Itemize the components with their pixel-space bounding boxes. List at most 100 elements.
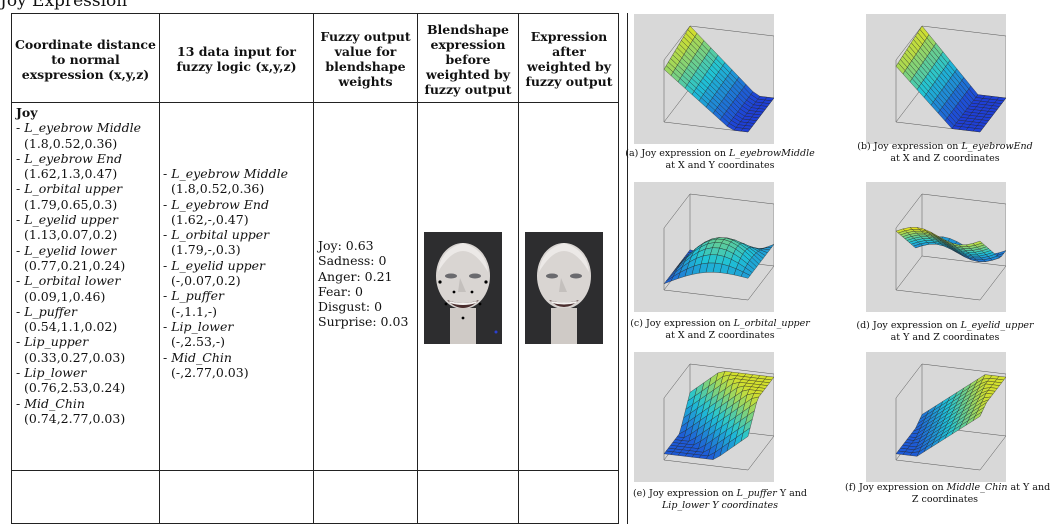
- plot-frame: [663, 459, 749, 471]
- surface-patch: [740, 128, 751, 133]
- surface-plot-f: [866, 352, 1006, 482]
- fuzzy-output-item: Sadness: 0: [318, 253, 387, 269]
- section-title-text: Joy Expression: [0, 0, 128, 11]
- plot-frame: [921, 193, 1006, 205]
- caption-c: (c) Joy expression on L_orbital_upper at…: [630, 318, 810, 341]
- coordinate-item-label: L_orbital upper: [24, 181, 123, 197]
- coordinate-item-value: (0.77,0.21,0.24): [24, 257, 126, 273]
- coordinate-item-name: - Mid_Chin: [16, 395, 85, 411]
- face-after-image: [525, 232, 603, 344]
- table-col-divider: [313, 14, 314, 523]
- coordinate-item-name: - L_orbital lower: [16, 273, 121, 289]
- results-table: Coordinate distance to normal exspressio…: [11, 13, 619, 524]
- surface-patch: [972, 240, 983, 246]
- face-after-render: [525, 232, 603, 344]
- fuzzy-output-item: Joy: 0.63: [318, 238, 374, 253]
- coordinate-item-name: - L_puffer: [16, 303, 78, 319]
- surface-patch: [740, 271, 751, 279]
- caption-a: (a) Joy expression on L_eyebrowMiddle at…: [625, 148, 815, 171]
- coordinate-item-label: L_eyelid upper: [24, 212, 119, 228]
- fuzzy-input-item-label: L_eyelid upper: [171, 257, 266, 273]
- fuzzy-input-item-name: - L_eyebrow Middle: [163, 166, 288, 181]
- surface-plot-a: [634, 14, 774, 144]
- plot-frame: [921, 25, 1006, 37]
- table-header-divider: [12, 102, 618, 103]
- coordinate-item-name: - Lip_lower: [16, 365, 87, 381]
- plot-frame: [663, 193, 691, 229]
- surface-patch: [972, 411, 983, 422]
- plot-frame: [921, 363, 1006, 375]
- coordinate-item-name: - Lip_upper: [16, 334, 89, 350]
- coordinate-item-name: - L_eyebrow End: [16, 150, 122, 166]
- fuzzy-input-item-label: L_puffer: [171, 288, 225, 304]
- fuzzy-input-item-value: (-,2.53,-): [171, 334, 225, 350]
- coordinate-item-value: (0.09,1,0.46): [24, 288, 106, 304]
- plot-frame: [895, 87, 923, 123]
- table-col-divider: [159, 14, 160, 523]
- header-fuzzy-output: Fuzzy output value for blendshape weight…: [320, 29, 411, 89]
- coordinate-item-value: (0.54,1.1,0.02): [24, 319, 118, 335]
- plot-frame: [663, 25, 691, 61]
- plot-frame: [689, 25, 774, 37]
- plot-frame: [979, 265, 1006, 301]
- plot-frame: [747, 265, 774, 301]
- fuzzy-input-item-value: (1.8,0.52,0.36): [171, 181, 265, 197]
- surface-patch: [972, 128, 983, 133]
- plot-frame: [663, 289, 749, 301]
- plot-frame: [895, 289, 981, 301]
- table-col-divider: [417, 14, 418, 523]
- fuzzy-input-item-name: - L_puffer: [163, 288, 225, 304]
- plot-frame: [663, 87, 691, 123]
- section-title: Joy Expression: [0, 0, 127, 10]
- coordinate-item-value: (0.76,2.53,0.24): [24, 380, 126, 396]
- surface-plot-e: [634, 352, 774, 482]
- coordinate-list: Joy - L_eyebrow Middle (1.8,0.52,0.36) - L…: [16, 105, 158, 426]
- coordinate-item-label: Mid_Chin: [24, 395, 85, 411]
- fuzzy-input-item-label: L_orbital upper: [171, 227, 270, 243]
- coordinate-item-value: (1.13,0.07,0.2): [24, 227, 118, 243]
- fuzzy-input-list: - L_eyebrow Middle (1.8,0.52,0.36) - L_eye…: [163, 166, 311, 380]
- plot-frame: [921, 255, 1006, 267]
- coordinate-item-value: (0.33,0.27,0.03): [24, 349, 126, 365]
- caption-b: (b) Joy expression on L_eyebrowEnd at X …: [857, 141, 1033, 164]
- surface-plot-d: [866, 182, 1006, 312]
- fuzzy-input-item-value: (-,0.07,0.2): [171, 273, 241, 289]
- fuzzy-input-item-label: L_eyebrow Middle: [171, 166, 288, 181]
- coordinate-item-label: L_eyebrow End: [24, 150, 122, 166]
- plot-frame: [895, 363, 923, 399]
- surface-patch: [740, 427, 751, 442]
- plot-frame: [747, 435, 774, 471]
- table-row-divider: [12, 470, 618, 471]
- fuzzy-output-item: Disgust: 0: [318, 299, 383, 315]
- coordinate-item-label: L_eyebrow Middle: [24, 120, 141, 136]
- fuzzy-input-item-value: (1.62,-,0.47): [171, 211, 249, 227]
- coordinate-item-value: (1.8,0.52,0.36): [24, 135, 118, 151]
- coordinate-item-name: - L_eyebrow Middle: [16, 120, 141, 136]
- face-before-image: [424, 232, 502, 344]
- caption-e: (e) Joy expression on L_puffer Y and Lip…: [632, 488, 808, 511]
- page-divider: [627, 13, 628, 524]
- plot-frame: [895, 459, 981, 471]
- plot-frame: [663, 363, 691, 399]
- fuzzy-input-item-name: - L_eyebrow End: [163, 196, 269, 212]
- coordinate-item-label: L_orbital lower: [24, 273, 121, 289]
- header-blendshape-before: Blendshape expression before weighted by…: [424, 21, 512, 97]
- table-col-divider: [518, 14, 519, 523]
- fuzzy-input-item-name: - L_orbital upper: [163, 227, 270, 243]
- coordinate-item-value: (0.74,2.77,0.03): [24, 410, 126, 426]
- coordinate-item-label: L_eyelid lower: [24, 242, 117, 258]
- fuzzy-input-item-label: Lip_lower: [171, 318, 234, 334]
- row-label: Joy: [16, 105, 38, 120]
- caption-f: (f) Joy expression on Middle_Chin at Y a…: [845, 482, 1051, 505]
- coordinate-item-label: Lip_upper: [24, 334, 89, 350]
- header-expression-after: Expression after weighted by fuzzy outpu…: [525, 29, 613, 89]
- coordinate-item-label: Lip_lower: [24, 365, 87, 381]
- fuzzy-input-item-name: - Lip_lower: [163, 318, 234, 334]
- plot-frame: [689, 193, 774, 205]
- coordinate-item-value: (1.79,0.65,0.3): [24, 196, 118, 212]
- fuzzy-input-item-value: (-,2.77,0.03): [171, 364, 249, 380]
- plot-frame: [689, 363, 774, 375]
- plot-frame: [895, 193, 923, 229]
- coordinate-item-label: L_puffer: [24, 303, 78, 319]
- coordinate-item-name: - L_eyelid upper: [16, 212, 119, 228]
